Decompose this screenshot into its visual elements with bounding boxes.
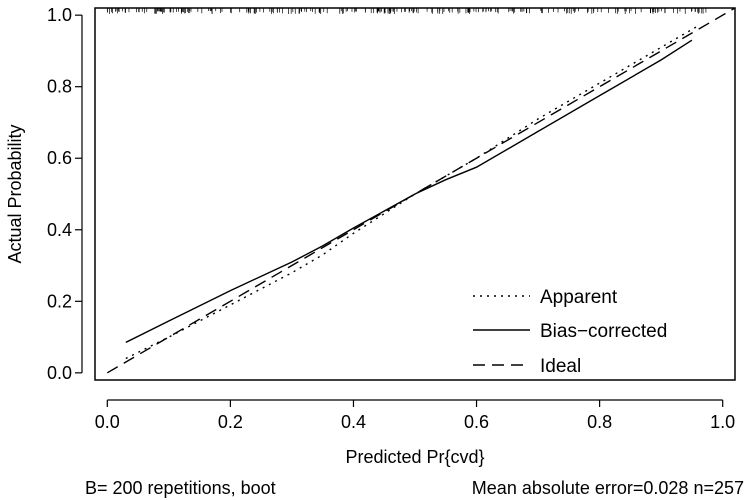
legend: Apparent Bias−corrected Ideal [473,287,667,377]
x-axis-title: Predicted Pr{cvd} [345,447,484,467]
x-tick-label: 0.4 [341,412,366,432]
y-tick-label: 0.4 [47,220,72,240]
series-group [106,7,736,374]
x-tick-label: 0.6 [464,412,489,432]
footer-right: Mean absolute error=0.028 n=257 [472,478,744,498]
y-tick-label: 0.6 [47,148,72,168]
series-line-solid [125,39,693,344]
series-line-dashed [106,7,736,374]
x-tick-label: 0.2 [218,412,243,432]
legend-label: Bias−corrected [540,321,667,342]
footer-left: B= 200 repetitions, boot [85,478,276,498]
y-tick-label: 1.0 [47,5,72,25]
y-tick-label: 0.2 [47,291,72,311]
plot-frame [94,7,736,381]
series-line-dotted [125,25,699,360]
y-axis: 0.0 0.2 0.4 0.6 0.8 1.0 [47,5,83,383]
legend-label: Apparent [540,287,618,308]
y-axis-title: Actual Probability [5,124,25,263]
x-axis: 0.0 0.2 0.4 0.6 0.8 1.0 [95,399,735,432]
x-tick-label: 0.8 [587,412,612,432]
y-tick-label: 0.8 [47,77,72,97]
x-tick-label: 0.0 [95,412,120,432]
x-tick-label: 1.0 [710,412,735,432]
legend-label: Ideal [540,356,581,377]
rug-ticks [106,8,707,14]
y-tick-label: 0.0 [47,363,72,383]
